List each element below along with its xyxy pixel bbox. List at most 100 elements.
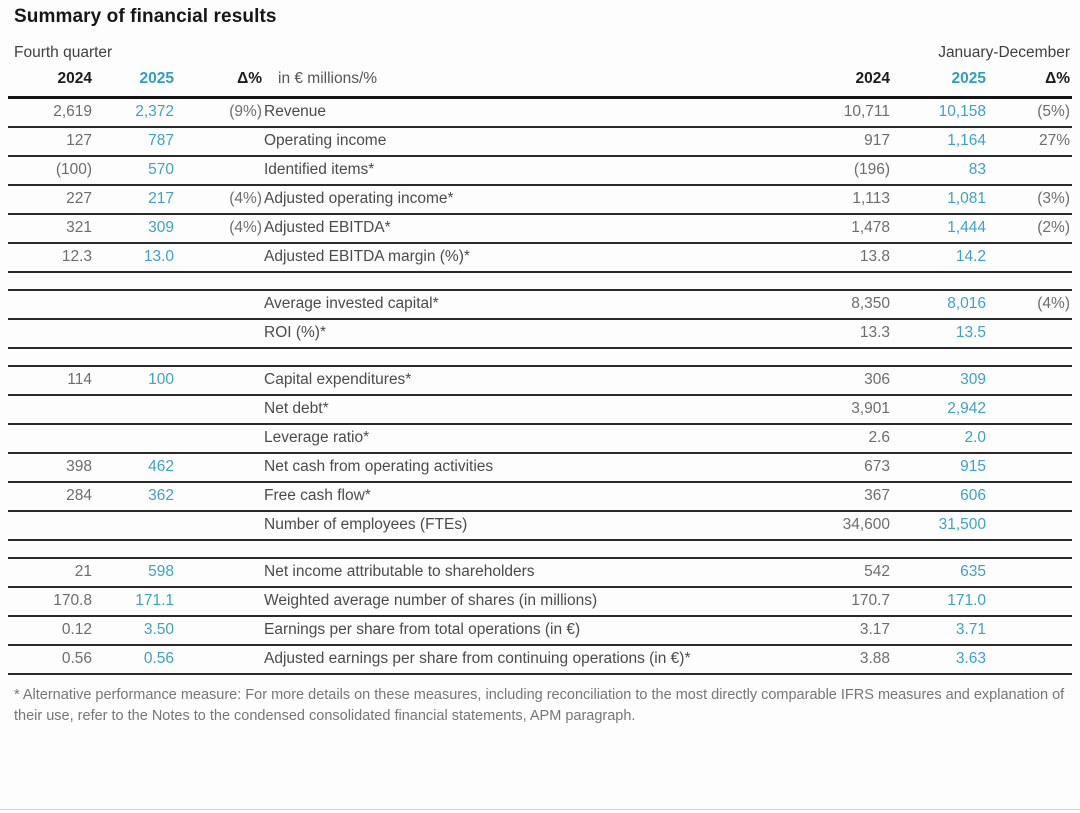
period-row: Fourth quarter January-December — [14, 44, 1070, 62]
header-q4-2024: 2024 — [57, 70, 92, 87]
fy-2024-value: 917 — [864, 131, 890, 149]
row-label: Operating income — [264, 131, 387, 149]
table-row: 127 787 Operating income 917 1,164 27% — [8, 127, 1072, 156]
row-label: Free cash flow* — [264, 486, 371, 504]
fy-2024-value: 8,350 — [851, 294, 890, 312]
fy-2025-value: 309 — [960, 370, 986, 388]
row-label: Adjusted earnings per share from continu… — [264, 649, 691, 667]
fy-delta-value: 27% — [1038, 131, 1070, 149]
fy-delta-value — [988, 424, 1072, 453]
q4-2025-value: 787 — [148, 131, 174, 149]
fy-2024-value: 1,478 — [851, 218, 890, 236]
table-row: 321 309 (4%) Adjusted EBITDA* 1,478 1,444 (2%) — [8, 214, 1072, 243]
q4-2025-value — [94, 290, 176, 319]
spacer-cell — [8, 348, 1072, 366]
fy-2024-value: 170.7 — [851, 591, 890, 609]
q4-delta-value — [176, 395, 264, 424]
column-header-row: 2024 2025 Δ% in € millions/% 2024 2025 Δ… — [8, 64, 1072, 98]
q4-2024-value — [8, 290, 94, 319]
fy-delta-value: (2%) — [1037, 218, 1070, 236]
q4-delta-value — [176, 156, 264, 185]
row-label: Leverage ratio* — [264, 428, 370, 446]
q4-2025-value: 0.56 — [143, 649, 174, 667]
fy-2024-value: 10,711 — [843, 102, 890, 120]
q4-2024-value: 398 — [66, 457, 92, 475]
q4-2025-value — [94, 424, 176, 453]
q4-2025-value: 362 — [148, 486, 174, 504]
row-label: Adjusted EBITDA margin (%)* — [264, 247, 470, 265]
row-label: Earnings per share from total operations… — [264, 620, 581, 638]
row-label: Net cash from operating activities — [264, 457, 494, 475]
q4-2025-value: 217 — [148, 189, 174, 207]
row-label: Identified items* — [264, 160, 375, 178]
q4-2024-value: 170.8 — [53, 591, 92, 609]
q4-2024-value: 114 — [67, 370, 92, 388]
page-title: Summary of financial results — [14, 6, 277, 27]
q4-delta-value: (9%) — [229, 102, 262, 120]
row-label: Number of employees (FTEs) — [264, 515, 468, 533]
q4-delta-value: (4%) — [229, 189, 262, 207]
fy-2024-value: 34,600 — [842, 515, 890, 533]
q4-delta-value — [176, 453, 264, 482]
table-row: Average invested capital* 8,350 8,016 (4%) — [8, 290, 1072, 319]
table-row: Leverage ratio* 2.6 2.0 — [8, 424, 1072, 453]
fy-2025-value: 8,016 — [947, 294, 986, 312]
fy-2024-value: 542 — [864, 562, 890, 580]
right-period-label: January-December — [938, 44, 1070, 61]
q4-2025-value — [94, 319, 176, 348]
fy-2025-value: 83 — [968, 160, 986, 178]
q4-delta-value — [176, 645, 264, 674]
q4-delta-value — [176, 319, 264, 348]
header-fy-delta: Δ% — [1045, 70, 1070, 87]
fy-2024-value: 3.88 — [859, 649, 890, 667]
table-row: 12.3 13.0 Adjusted EBITDA margin (%)* 13.8 1… — [8, 243, 1072, 272]
fy-2025-value: 10,158 — [938, 102, 986, 120]
fy-2024-value: 2.6 — [868, 428, 890, 446]
table-row: Net debt* 3,901 2,942 — [8, 395, 1072, 424]
table-row: ROI (%)* 13.3 13.5 — [8, 319, 1072, 348]
fy-2025-value: 3.63 — [955, 649, 986, 667]
q4-delta-value: (4%) — [229, 218, 262, 236]
q4-2024-value: (100) — [55, 160, 92, 178]
table-row: Number of employees (FTEs) 34,600 31,500 — [8, 511, 1072, 540]
fy-2025-value: 14.2 — [955, 247, 986, 265]
q4-2024-value: 21 — [74, 562, 92, 580]
q4-delta-value — [176, 366, 264, 395]
table-row: 21 598 Net income attributable to sharehol… — [8, 558, 1072, 587]
q4-delta-value — [176, 511, 264, 540]
fy-2025-value: 635 — [960, 562, 986, 580]
row-label: Weighted average number of shares (in mi… — [264, 591, 598, 609]
spacer-cell — [8, 540, 1072, 558]
q4-2025-value: 309 — [148, 218, 174, 236]
q4-2025-value: 3.50 — [143, 620, 174, 638]
q4-2025-value — [94, 395, 176, 424]
fy-2024-value: 1,113 — [852, 189, 890, 207]
q4-2025-value: 570 — [148, 160, 174, 178]
table-row: 398 462 Net cash from operating activities… — [8, 453, 1072, 482]
fy-2025-value: 606 — [960, 486, 986, 504]
row-label: Adjusted EBITDA* — [264, 218, 391, 236]
spacer-cell — [8, 272, 1072, 290]
table-row: 0.12 3.50 Earnings per share from total op… — [8, 616, 1072, 645]
fy-2025-value: 2,942 — [947, 399, 986, 417]
row-label: Adjusted operating income* — [264, 189, 454, 207]
table-body: 2,619 2,372 (9%) Revenue 10,711 10,158 (5%) 127… — [8, 98, 1072, 674]
row-label: Capital expenditures* — [264, 370, 412, 388]
q4-2024-value — [8, 395, 94, 424]
fy-delta-value — [988, 319, 1072, 348]
row-label: Net debt* — [264, 399, 329, 417]
q4-delta-value — [176, 127, 264, 156]
spacer-row — [8, 540, 1072, 558]
fy-delta-value — [988, 482, 1072, 511]
q4-2024-value: 227 — [66, 189, 92, 207]
q4-2024-value: 127 — [66, 131, 92, 149]
row-label: Average invested capital* — [264, 294, 439, 312]
header-unit-label: in € millions/% — [278, 70, 378, 87]
q4-delta-value — [176, 243, 264, 272]
fy-2024-value: (196) — [853, 160, 890, 178]
q4-delta-value — [176, 587, 264, 616]
q4-2025-value: 100 — [148, 370, 174, 388]
q4-2024-value — [8, 424, 94, 453]
spacer-row — [8, 272, 1072, 290]
